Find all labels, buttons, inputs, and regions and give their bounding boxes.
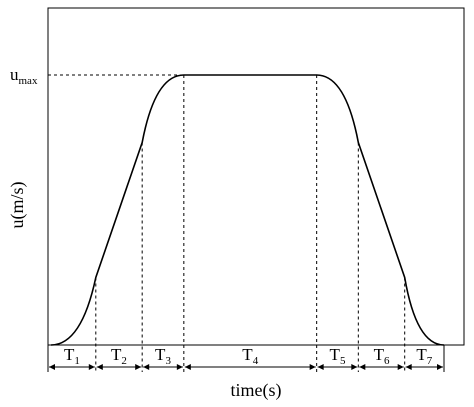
arrow-head-left bbox=[143, 364, 150, 370]
phase-label-t1: T1 bbox=[64, 345, 80, 367]
arrow-head-left bbox=[405, 364, 412, 370]
arrow-head-right bbox=[351, 364, 358, 370]
arrow-head-left bbox=[96, 364, 103, 370]
phase-arrows bbox=[49, 364, 443, 370]
phase-label-t6: T6 bbox=[374, 345, 390, 367]
arrow-head-right bbox=[135, 364, 142, 370]
y-axis-label: u(m/s) bbox=[7, 181, 28, 228]
phase-label-t4: T4 bbox=[242, 345, 258, 367]
arrow-head-left bbox=[49, 364, 55, 370]
guide-lines bbox=[47, 74, 445, 372]
arrow-head-left bbox=[359, 364, 366, 370]
phase-labels: T1 T2 T3 T4 T5 T6 T7 bbox=[64, 345, 433, 367]
phase-label-t7: T7 bbox=[416, 345, 432, 367]
arrow-head-left bbox=[184, 364, 191, 370]
phase-label-t2: T2 bbox=[111, 345, 127, 367]
arrow-head-right bbox=[88, 364, 95, 370]
arrow-head-left bbox=[317, 364, 324, 370]
arrow-head-right bbox=[437, 364, 443, 370]
phase-label-t3: T3 bbox=[155, 345, 171, 367]
phase-label-t5: T5 bbox=[330, 345, 346, 367]
arrow-head-right bbox=[309, 364, 316, 370]
plot-frame bbox=[47, 7, 465, 346]
arrow-head-right bbox=[176, 364, 183, 370]
arrow-head-right bbox=[397, 364, 404, 370]
x-axis-label: time(s) bbox=[231, 380, 282, 401]
y-tick-label-umax: umax bbox=[10, 65, 38, 87]
velocity-curve bbox=[50, 74, 445, 346]
